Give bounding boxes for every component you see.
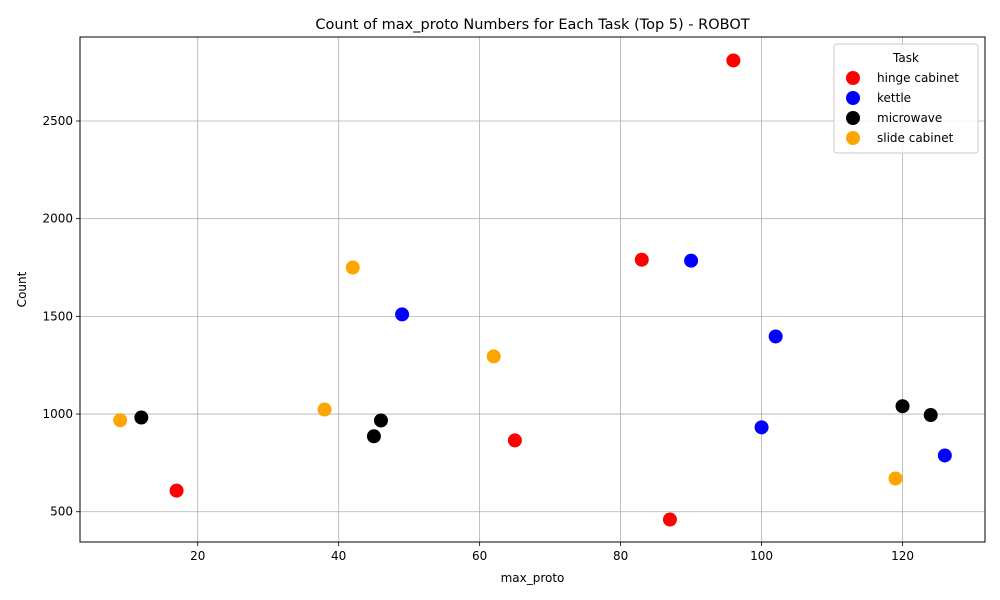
- legend-label: microwave: [877, 111, 942, 125]
- series-microwave: [134, 399, 938, 444]
- y-tick-label: 500: [50, 505, 73, 519]
- legend-label: kettle: [877, 91, 911, 105]
- data-point: [507, 433, 522, 448]
- data-point: [169, 483, 184, 498]
- legend-marker: [846, 111, 860, 125]
- chart-title: Count of max_proto Numbers for Each Task…: [315, 17, 749, 33]
- data-point: [395, 307, 410, 322]
- y-tick-label: 1500: [42, 309, 73, 323]
- data-point: [684, 253, 699, 268]
- legend: Task hinge cabinet kettle microwave slide c…: [833, 43, 979, 154]
- legend-marker: [846, 131, 860, 145]
- legend-items: hinge cabinet kettle microwave slide cabine…: [846, 71, 959, 145]
- y-axis-ticks: 500 1000 1500 2000 2500: [42, 114, 80, 519]
- series-slide-cabinet: [113, 260, 903, 486]
- legend-marker: [846, 71, 860, 85]
- x-tick-label: 20: [190, 549, 205, 563]
- data-point: [888, 471, 903, 486]
- legend-box: [833, 43, 979, 154]
- x-tick-label: 100: [750, 549, 773, 563]
- x-tick-label: 40: [331, 549, 346, 563]
- data-point: [662, 512, 677, 527]
- x-tick-label: 80: [613, 549, 628, 563]
- plot-frame: [79, 36, 986, 543]
- data-point: [895, 399, 910, 414]
- data-point: [486, 349, 501, 364]
- x-tick-label: 60: [472, 549, 487, 563]
- x-axis-label: max_proto: [501, 571, 565, 585]
- legend-label: hinge cabinet: [877, 71, 959, 85]
- data-point: [937, 448, 952, 463]
- data-point: [726, 53, 741, 68]
- y-tick-label: 1000: [42, 407, 73, 421]
- y-tick-label: 2500: [42, 114, 73, 128]
- y-axis-label: Count: [15, 271, 29, 307]
- data-points: [113, 53, 952, 527]
- x-tick-label: 120: [891, 549, 914, 563]
- legend-label: slide cabinet: [877, 131, 954, 145]
- x-axis-ticks: 20 40 60 80 100 120: [190, 542, 914, 563]
- data-point: [366, 429, 381, 444]
- data-point: [754, 420, 769, 435]
- legend-marker: [846, 91, 860, 105]
- data-point: [134, 410, 149, 425]
- data-point: [317, 402, 332, 417]
- series-kettle: [395, 253, 952, 463]
- data-point: [768, 329, 783, 344]
- data-point: [345, 260, 360, 275]
- series-hinge-cabinet: [169, 53, 741, 527]
- data-point: [373, 413, 388, 428]
- data-point: [113, 413, 128, 428]
- y-tick-label: 2000: [42, 212, 73, 226]
- data-point: [923, 408, 938, 423]
- legend-title: Task: [892, 51, 919, 65]
- data-point: [634, 252, 649, 267]
